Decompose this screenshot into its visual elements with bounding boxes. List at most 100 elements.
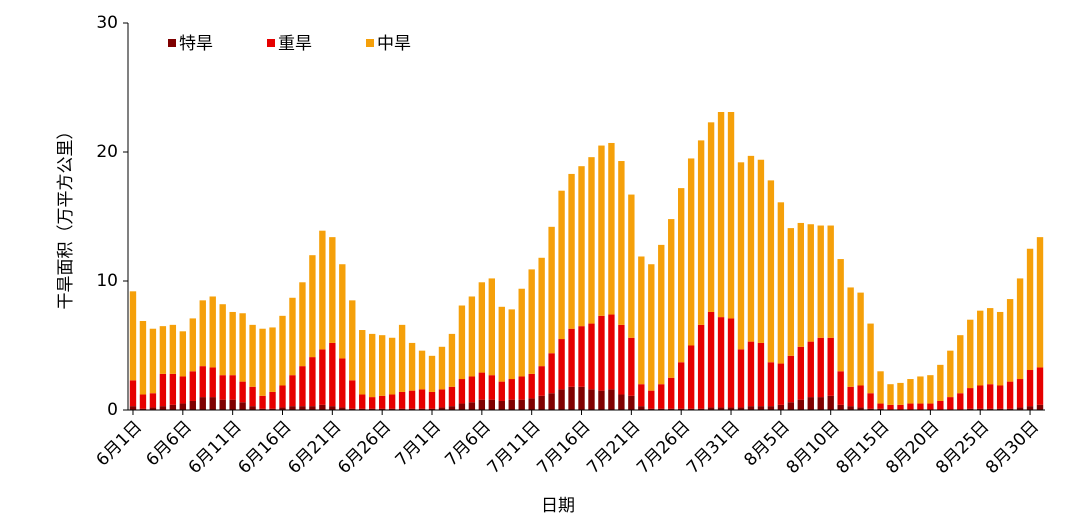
bar-segment [548, 353, 555, 394]
bar-segment [967, 408, 974, 410]
bar-segment [747, 155, 755, 342]
bar-segment [269, 408, 276, 410]
bar-segment [528, 398, 535, 410]
bar-segment [518, 399, 525, 410]
bar-segment [648, 264, 655, 391]
bar-segment [319, 349, 326, 405]
bar-segment [717, 112, 725, 318]
bar-segment [578, 326, 585, 387]
bar-segment [259, 408, 266, 410]
bar-segment [378, 408, 386, 410]
bar-segment [149, 393, 157, 408]
bar-segment [229, 311, 236, 376]
bar-segment [259, 328, 266, 396]
bar-segment [727, 407, 735, 410]
bar-segment [359, 394, 366, 409]
bar-segment [438, 346, 446, 390]
x-tick-label: 6月1日 [93, 417, 146, 470]
bar-segment [977, 385, 984, 409]
bar-segment [339, 358, 346, 408]
bar-segment [209, 367, 216, 398]
bar-segment [339, 407, 346, 410]
bar-segment [468, 296, 476, 377]
bar-segment [957, 393, 964, 410]
bar-segment [388, 394, 396, 409]
bar-segment [418, 389, 426, 409]
bar-segment [538, 257, 545, 367]
bar-segment [986, 384, 994, 409]
bar-segment [438, 407, 446, 410]
bar-segment [837, 404, 844, 410]
bar-segment [508, 399, 515, 410]
bar-segment [458, 403, 466, 410]
bar-segment [498, 306, 505, 382]
x-tick-label: 7月26日 [633, 417, 694, 478]
bar-segment [757, 342, 765, 407]
bar-segment [827, 225, 834, 338]
bar-segment [349, 380, 356, 409]
bar-segment [668, 219, 675, 378]
bar-segment [648, 408, 655, 410]
bar-segment [1036, 404, 1044, 410]
bar-segment [867, 393, 874, 409]
bar-segment [977, 310, 984, 386]
x-tick-label: 6月21日 [284, 417, 345, 478]
bar-segment [658, 244, 665, 385]
bar-segment [787, 355, 795, 403]
bar-segment [578, 166, 585, 327]
bar-segment [847, 406, 854, 410]
bar-segment [717, 407, 725, 410]
bar-segment [847, 287, 854, 387]
bar-segment [279, 385, 286, 408]
bar-segment [618, 324, 625, 395]
bar-segment [299, 282, 306, 367]
bar-segment [528, 373, 535, 399]
bar-segment [259, 395, 266, 409]
bar-segment [787, 228, 795, 356]
bar-segment [777, 202, 785, 364]
bar-segment [568, 173, 575, 329]
bar-segment [937, 364, 944, 401]
bar-segment [209, 397, 216, 410]
legend-swatch [366, 39, 374, 47]
bar-segment [159, 326, 167, 374]
bar-segment [897, 382, 904, 405]
bar-segment [189, 318, 196, 372]
bar-segment [737, 162, 745, 350]
bar-segment [837, 259, 844, 372]
bar-segment [957, 335, 964, 394]
bar-segment [638, 384, 645, 407]
bar-segment [249, 324, 256, 387]
bar-segment [638, 256, 645, 385]
x-tick-label: 7月11日 [484, 417, 545, 478]
bar-segment [309, 255, 316, 358]
bar-segment [398, 408, 406, 410]
y-tick-label: 10 [96, 271, 118, 291]
bar-segment [757, 159, 765, 343]
y-tick-label: 20 [96, 142, 118, 162]
bar-segment [767, 362, 775, 407]
bar-segment [787, 402, 795, 410]
bar-segment [239, 313, 246, 382]
bar-segment [369, 408, 376, 410]
bar-segment [458, 305, 466, 380]
bar-segment [937, 400, 944, 410]
bar-segment [309, 357, 316, 407]
x-tick-label: 6月11日 [185, 417, 246, 478]
bar-segment [199, 366, 206, 398]
bar-segment [947, 397, 954, 410]
bar-segment [638, 406, 645, 410]
x-tick-label: 7月16日 [533, 417, 594, 478]
bar-segment [329, 342, 336, 407]
bar-segment [807, 341, 814, 398]
bar-segment [478, 372, 486, 400]
bar-segment [608, 142, 615, 315]
bar-segment [139, 394, 147, 409]
bar-segment [797, 346, 804, 400]
bar-segment [508, 379, 515, 400]
bar-segment [339, 264, 346, 359]
bar-segment [398, 324, 406, 392]
bar-segment [757, 406, 765, 410]
bar-segment [1006, 408, 1014, 410]
bar-segment [498, 400, 505, 410]
